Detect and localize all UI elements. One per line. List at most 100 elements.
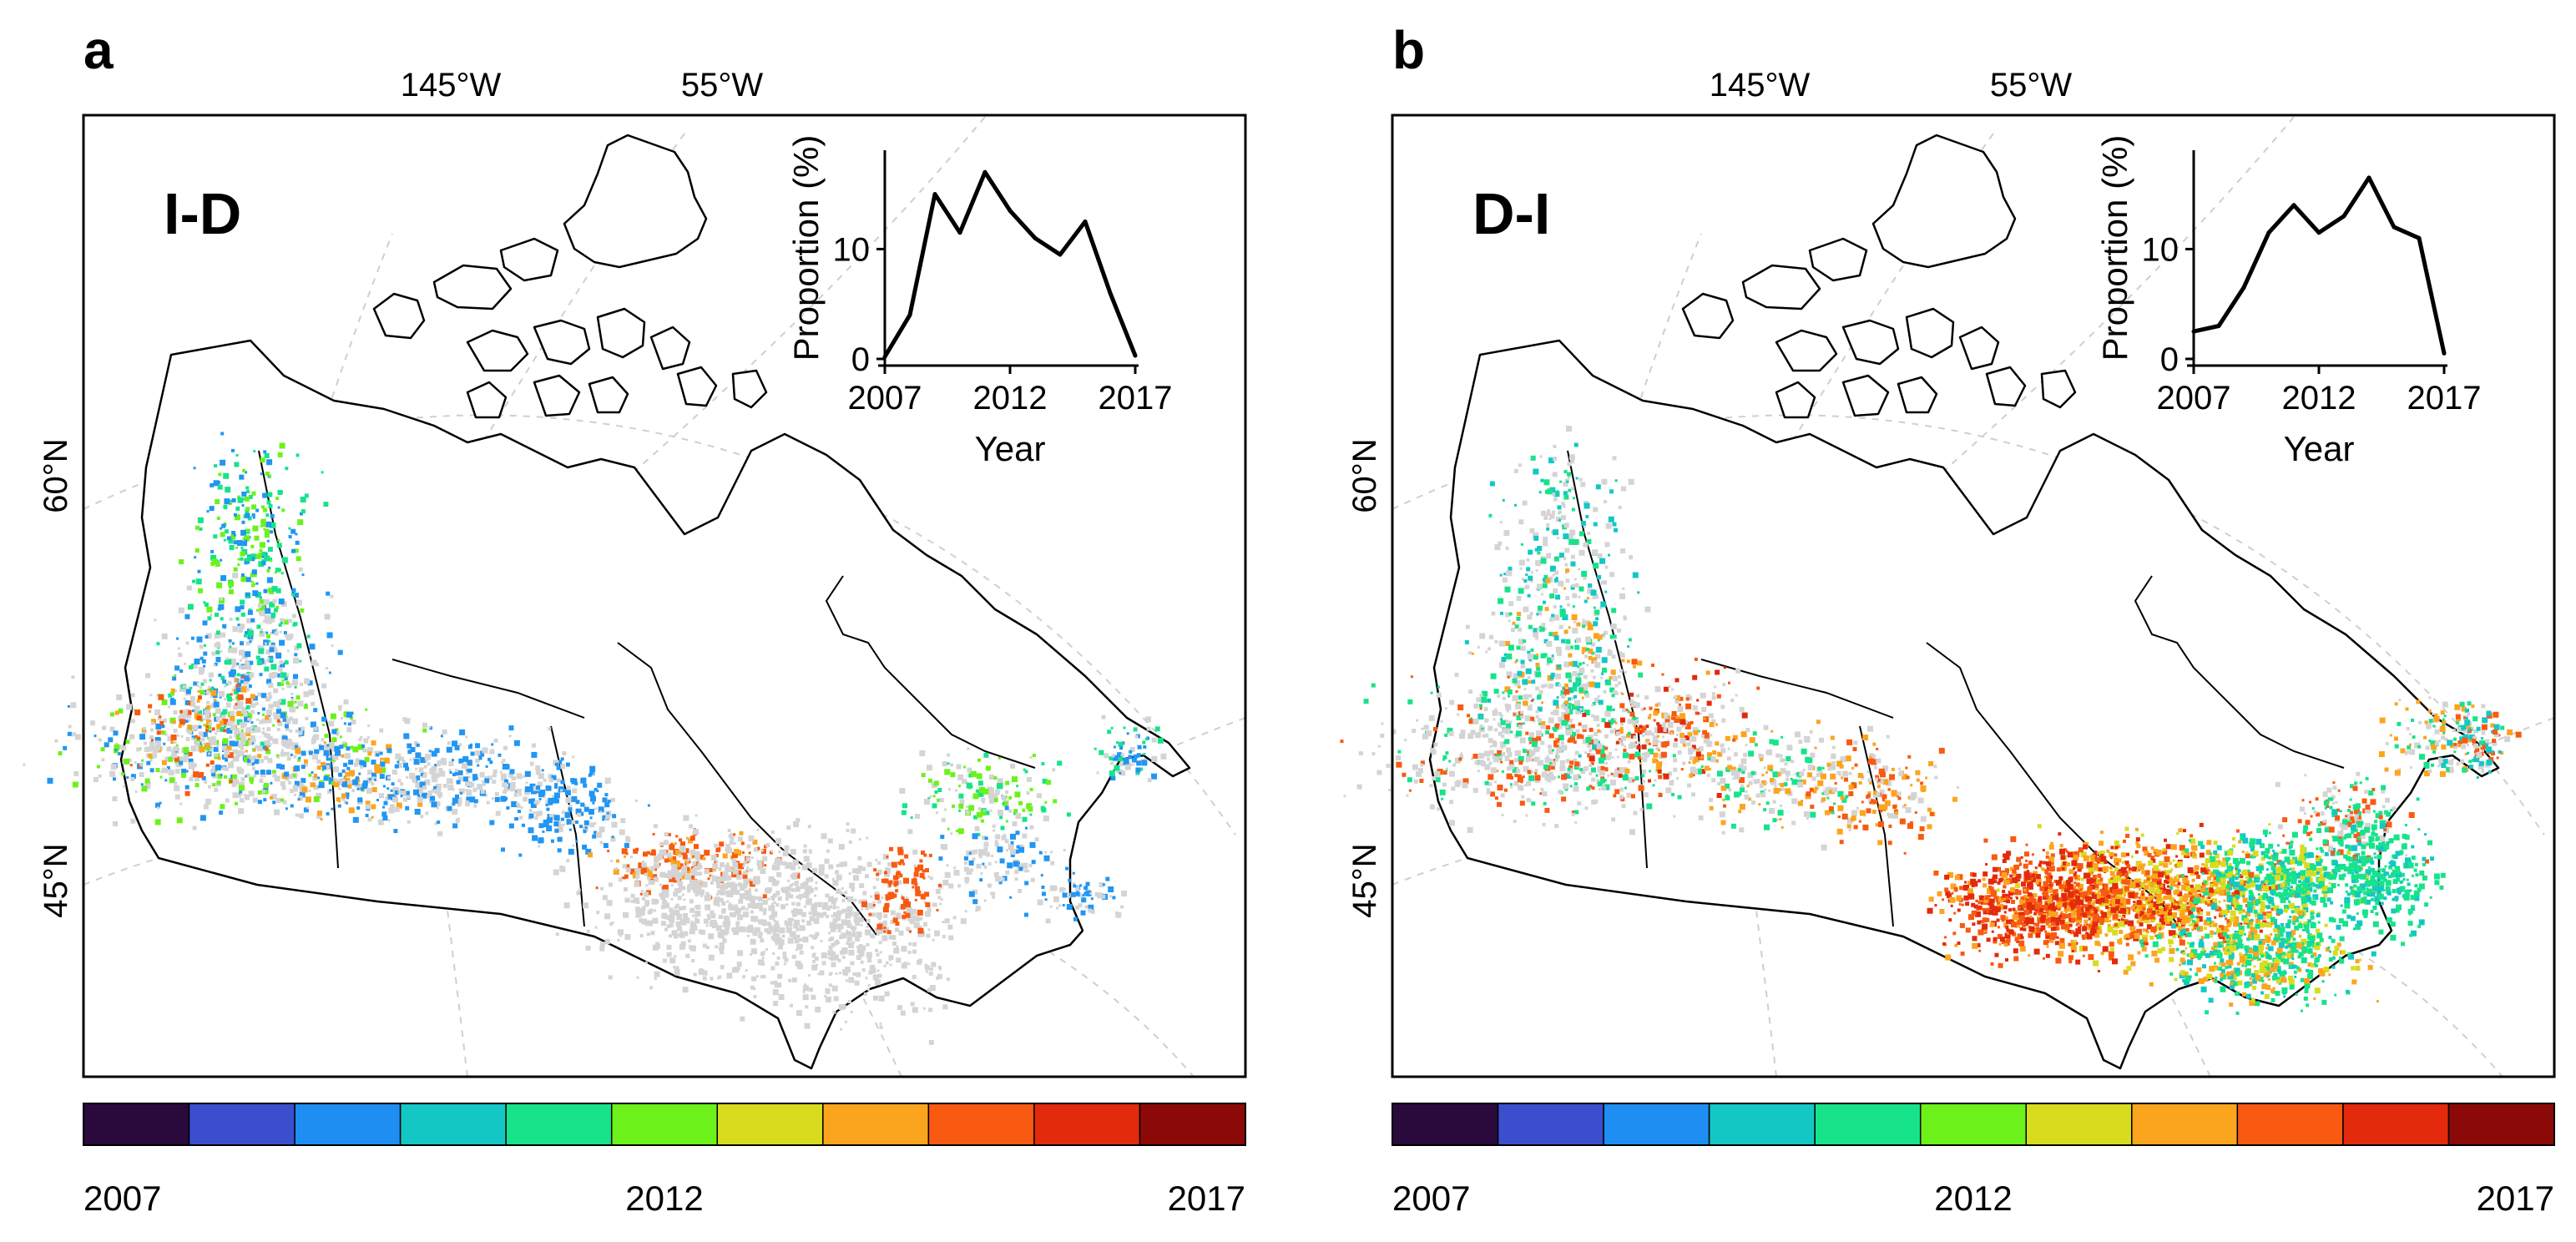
disturbance-pixel [167, 736, 173, 742]
disturbance-pixel [244, 535, 250, 542]
disturbance-pixel [957, 828, 964, 835]
disturbance-pixel [224, 775, 228, 779]
disturbance-pixel [1482, 690, 1488, 697]
disturbance-pixel [1611, 755, 1614, 759]
disturbance-pixel [1741, 712, 1748, 719]
disturbance-pixel [1507, 689, 1513, 694]
disturbance-pixel [927, 907, 932, 912]
disturbance-pixel [259, 548, 263, 553]
disturbance-pixel [327, 790, 332, 794]
disturbance-pixel [149, 745, 155, 750]
disturbance-pixel [670, 897, 674, 901]
disturbance-pixel [193, 681, 198, 686]
disturbance-pixel [1634, 751, 1641, 758]
disturbance-pixel [342, 741, 346, 744]
disturbance-pixel [264, 533, 270, 538]
disturbance-pixel [1517, 670, 1523, 676]
disturbance-pixel [285, 467, 289, 471]
disturbance-pixel [498, 753, 502, 757]
disturbance-pixel [241, 707, 248, 713]
disturbance-pixel [1676, 726, 1682, 732]
disturbance-pixel [1104, 753, 1109, 759]
disturbance-pixel [415, 782, 422, 789]
disturbance-pixel [1022, 833, 1028, 839]
disturbance-pixel [229, 545, 235, 550]
disturbance-pixel [825, 997, 831, 1003]
disturbance-pixel [360, 765, 363, 769]
disturbance-pixel [817, 902, 822, 907]
disturbance-pixel [783, 962, 786, 966]
disturbance-pixel [1513, 673, 1519, 679]
disturbance-pixel [1595, 654, 1601, 659]
disturbance-pixel [134, 709, 141, 715]
disturbance-pixel [346, 801, 348, 805]
disturbance-pixel [1437, 807, 1440, 811]
disturbance-pixel [943, 808, 947, 811]
disturbance-pixel [1553, 759, 1557, 761]
disturbance-pixel [1498, 722, 1503, 727]
disturbance-pixel [836, 910, 842, 916]
disturbance-pixel [1530, 699, 1533, 703]
disturbance-pixel [194, 548, 200, 553]
disturbance-pixel [948, 883, 954, 889]
disturbance-pixel [966, 805, 969, 809]
disturbance-pixel [403, 762, 408, 768]
disturbance-pixel [609, 922, 614, 926]
disturbance-pixel [1449, 820, 1455, 826]
disturbance-pixel [1578, 683, 1582, 687]
disturbance-pixel [189, 686, 193, 689]
disturbance-pixel [828, 983, 832, 987]
disturbance-pixel [481, 780, 484, 783]
disturbance-pixel [130, 818, 136, 824]
disturbance-pixel [205, 745, 210, 751]
disturbance-pixel [255, 582, 259, 585]
disturbance-pixel [1109, 770, 1115, 777]
disturbance-pixel [1664, 717, 1670, 723]
disturbance-pixel [218, 674, 222, 677]
disturbance-pixel [600, 886, 604, 891]
disturbance-pixel [846, 929, 849, 932]
disturbance-pixel [924, 799, 930, 805]
disturbance-pixel [1619, 652, 1625, 658]
disturbance-pixel [1558, 716, 1563, 722]
disturbance-pixel [832, 954, 839, 961]
disturbance-pixel [1603, 630, 1608, 635]
disturbance-pixel [774, 864, 780, 871]
disturbance-pixel [710, 854, 717, 861]
disturbance-pixel [881, 896, 884, 900]
latitude-label: 45°N [38, 843, 74, 917]
disturbance-pixel [924, 965, 930, 971]
disturbance-pixel [264, 746, 269, 751]
disturbance-pixel [858, 899, 863, 904]
disturbance-pixel [790, 1003, 793, 1007]
disturbance-pixel [1571, 660, 1578, 667]
disturbance-pixel [772, 989, 779, 996]
disturbance-pixel [926, 765, 932, 771]
disturbance-pixel [1561, 774, 1568, 780]
disturbance-pixel [259, 778, 264, 783]
disturbance-pixel [1449, 699, 1455, 705]
disturbance-pixel [241, 675, 245, 679]
disturbance-pixel [529, 783, 536, 790]
disturbance-pixel [513, 792, 518, 797]
disturbance-pixel [420, 773, 424, 776]
disturbance-pixel [395, 753, 402, 760]
disturbance-pixel [715, 860, 719, 863]
disturbance-pixel [856, 972, 861, 977]
disturbance-pixel [442, 729, 447, 735]
disturbance-pixel [1507, 675, 1510, 679]
disturbance-pixel [203, 679, 208, 684]
disturbance-pixel [113, 820, 118, 826]
disturbance-pixel [295, 695, 301, 700]
disturbance-pixel [1015, 849, 1019, 854]
disturbance-pixel [245, 486, 250, 490]
disturbance-pixel [460, 791, 462, 795]
disturbance-pixel [130, 719, 135, 724]
disturbance-pixel [737, 882, 742, 887]
disturbance-pixel [1548, 771, 1553, 777]
disturbance-pixel [1118, 756, 1124, 762]
disturbance-pixel [423, 765, 427, 769]
disturbance-pixel [814, 935, 818, 939]
disturbance-pixel [1553, 578, 1558, 583]
